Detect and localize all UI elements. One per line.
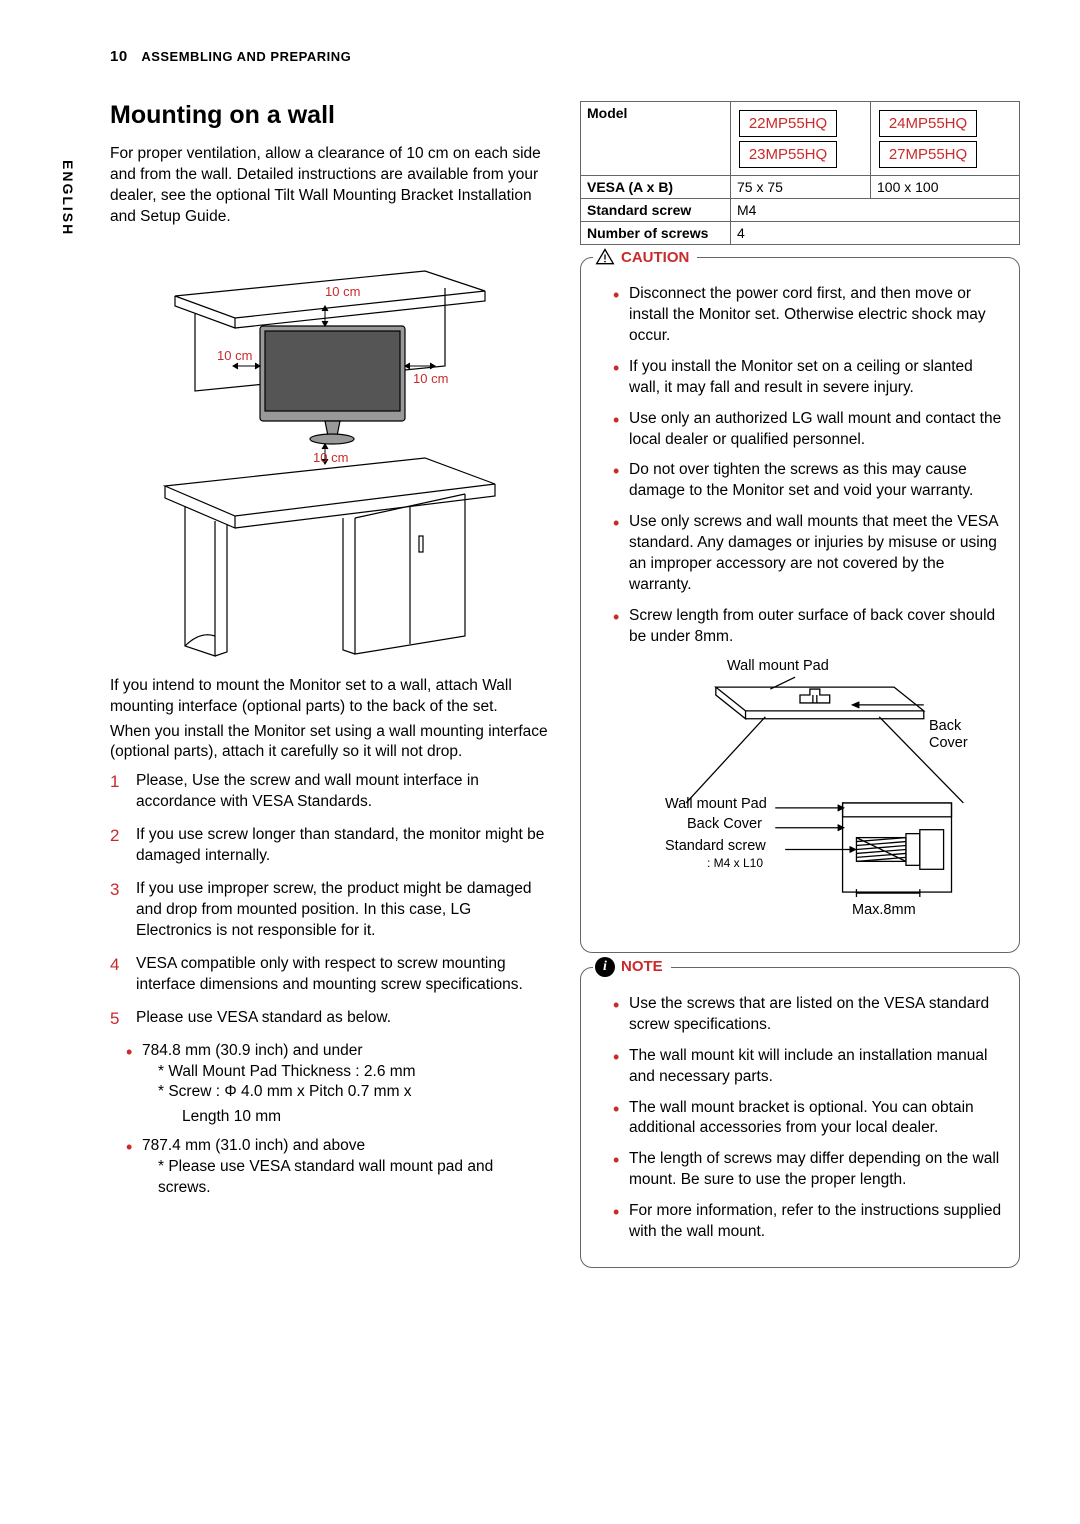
paragraph-3: When you install the Monitor set using a…	[110, 722, 550, 764]
wall-mount-diagram: Wall mount Pad Back Cover Wall mount Pad…	[597, 658, 1003, 938]
wm-pad-label: Wall mount Pad	[727, 658, 829, 675]
section-title: ASSEMBLING AND PREPARING	[141, 49, 351, 64]
spec-screw-header: Standard screw	[581, 199, 731, 222]
vesa-g2a: * Please use VESA standard wall mount pa…	[142, 1157, 550, 1199]
note-title-text: NOTE	[621, 958, 663, 975]
wm-backcover-label: Back Cover	[929, 718, 1003, 753]
step-item: If you use improper screw, the product m…	[110, 879, 550, 942]
page-number: 10	[110, 48, 128, 65]
clearance-left-label: 10 cm	[217, 348, 252, 363]
clearance-right-label: 10 cm	[413, 371, 448, 386]
spec-count-header: Number of screws	[581, 222, 731, 245]
vesa-g1a: * Wall Mount Pad Thickness : 2.6 mm	[142, 1062, 550, 1083]
note-item: The length of screws may differ dependin…	[613, 1149, 1003, 1191]
vesa-g1b: * Screw : Φ 4.0 mm x Pitch 0.7 mm x	[142, 1082, 550, 1103]
caution-title-text: CAUTION	[621, 249, 689, 266]
caution-item: Screw length from outer surface of back …	[613, 606, 1003, 648]
note-item: For more information, refer to the instr…	[613, 1201, 1003, 1243]
paragraph-2: If you intend to mount the Monitor set t…	[110, 676, 550, 718]
step-list: Please, Use the screw and wall mount int…	[110, 771, 550, 1028]
note-list: Use the screws that are listed on the VE…	[597, 994, 1003, 1243]
note-box: i NOTE Use the screws that are listed on…	[580, 967, 1020, 1268]
caution-item: Disconnect the power cord first, and the…	[613, 284, 1003, 347]
language-tab: ENGLISH	[60, 160, 76, 236]
model-badge: 24MP55HQ	[879, 110, 977, 137]
vesa-detail-list-2: 787.4 mm (31.0 inch) and above * Please …	[110, 1136, 550, 1199]
vesa-g2-title: 787.4 mm (31.0 inch) and above	[142, 1137, 365, 1154]
spec-model-header: Model	[581, 102, 731, 176]
spec-count-val: 4	[731, 222, 1020, 245]
spec-vesa-a: 75 x 75	[731, 176, 871, 199]
vesa-group2: 787.4 mm (31.0 inch) and above * Please …	[126, 1136, 550, 1199]
left-column: Mounting on a wall For proper ventilatio…	[110, 101, 550, 1282]
caution-item: Do not over tighten the screws as this m…	[613, 460, 1003, 502]
step-item: Please use VESA standard as below.	[110, 1008, 550, 1029]
wm-screw-label: Standard screw	[665, 838, 766, 855]
wm-screw-spec: : M4 x L10	[707, 856, 763, 870]
note-item: The wall mount bracket is optional. You …	[613, 1098, 1003, 1140]
intro-paragraph: For proper ventilation, allow a clearanc…	[110, 144, 550, 228]
caution-title: CAUTION	[593, 247, 697, 267]
note-item: Use the screws that are listed on the VE…	[613, 994, 1003, 1036]
step-item: Please, Use the screw and wall mount int…	[110, 771, 550, 813]
heading: Mounting on a wall	[110, 101, 550, 130]
wm-backcover2-label: Back Cover	[687, 816, 762, 833]
step-item: If you use screw longer than standard, t…	[110, 825, 550, 867]
caution-list: Disconnect the power cord first, and the…	[597, 284, 1003, 648]
model-badge: 27MP55HQ	[879, 141, 977, 168]
vesa-group1: 784.8 mm (30.9 inch) and under * Wall Mo…	[126, 1041, 550, 1104]
right-column: Model 22MP55HQ 23MP55HQ 24MP55HQ 27MP55H…	[580, 101, 1020, 1282]
note-item: The wall mount kit will include an insta…	[613, 1046, 1003, 1088]
model-badge: 22MP55HQ	[739, 110, 837, 137]
model-badge: 23MP55HQ	[739, 141, 837, 168]
desk-clearance-figure: 10 cm 10 cm 10 cm 10 cm	[155, 236, 505, 666]
clearance-bottom-label: 10 cm	[313, 450, 348, 465]
spec-screw-val: M4	[731, 199, 1020, 222]
spec-vesa-b: 100 x 100	[871, 176, 1020, 199]
vesa-detail-list: 784.8 mm (30.9 inch) and under * Wall Mo…	[110, 1041, 550, 1104]
vesa-g1c: Length 10 mm	[110, 1107, 550, 1128]
caution-item: Use only an authorized LG wall mount and…	[613, 409, 1003, 451]
step-item: VESA compatible only with respect to scr…	[110, 954, 550, 996]
caution-item: Use only screws and wall mounts that mee…	[613, 512, 1003, 596]
spec-table: Model 22MP55HQ 23MP55HQ 24MP55HQ 27MP55H…	[580, 101, 1020, 245]
note-title: i NOTE	[593, 957, 671, 977]
spec-vesa-header: VESA (A x B)	[581, 176, 731, 199]
info-icon: i	[595, 957, 615, 977]
clearance-top-label: 10 cm	[325, 284, 360, 299]
wm-max-label: Max.8mm	[852, 902, 916, 919]
vesa-g1-title: 784.8 mm (30.9 inch) and under	[142, 1042, 363, 1059]
wm-pad2-label: Wall mount Pad	[665, 796, 767, 813]
caution-box: CAUTION Disconnect the power cord first,…	[580, 257, 1020, 953]
warning-triangle-icon	[595, 247, 615, 267]
page-header: 10 ASSEMBLING AND PREPARING	[110, 48, 1020, 65]
caution-item: If you install the Monitor set on a ceil…	[613, 357, 1003, 399]
